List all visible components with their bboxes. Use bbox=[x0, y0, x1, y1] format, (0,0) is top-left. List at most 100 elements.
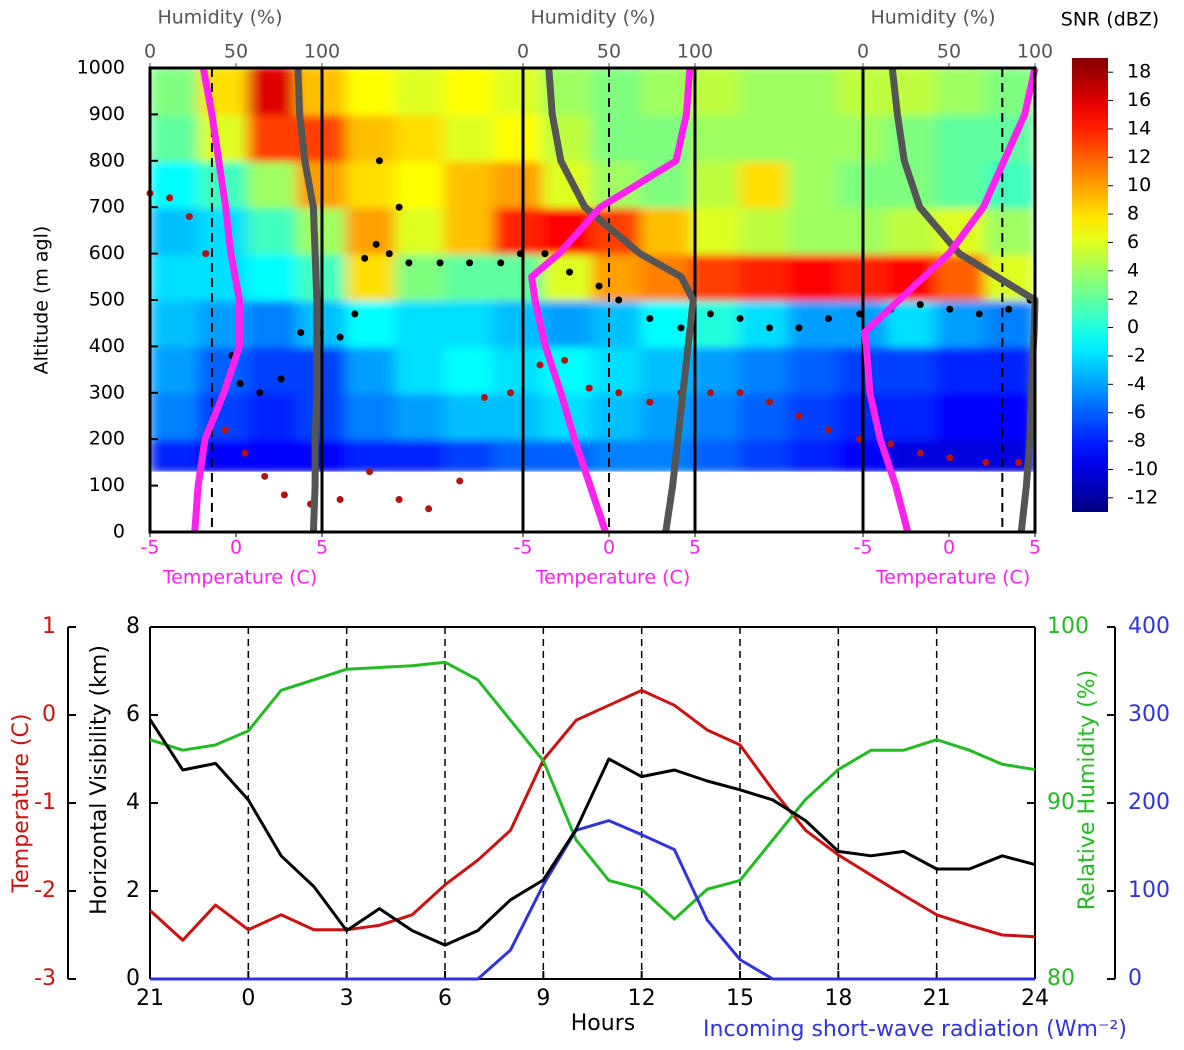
y-tick-label: 200 bbox=[89, 428, 125, 450]
scatter-point bbox=[766, 324, 773, 332]
temperature-tick-label: 5 bbox=[689, 537, 701, 559]
temperature-profile bbox=[861, 67, 1039, 533]
humidity-tick-label: 50 bbox=[224, 41, 248, 63]
y-tick-label: 900 bbox=[89, 103, 125, 125]
heatmap-cell bbox=[493, 438, 545, 472]
heatmap-cell bbox=[198, 113, 250, 162]
temperature-tick-label: -5 bbox=[854, 537, 873, 559]
y-tick-label: 700 bbox=[89, 196, 125, 218]
heatmap-cell bbox=[739, 299, 791, 348]
heatmap-cell bbox=[935, 345, 987, 394]
heatmap-cell bbox=[591, 68, 643, 116]
scatter-point bbox=[385, 250, 393, 258]
y4-tick-label: 400 bbox=[1128, 614, 1170, 639]
heatmap-cell bbox=[345, 391, 397, 441]
heatmap-cell bbox=[788, 345, 840, 394]
heatmap-cell bbox=[150, 391, 201, 441]
y-tick-label: 4 bbox=[126, 790, 140, 815]
y-tick-label: 400 bbox=[89, 335, 125, 357]
scatter-point bbox=[646, 398, 654, 406]
scatter-point bbox=[336, 496, 344, 504]
y2-axis-label: Relative Humidity (%) bbox=[1075, 670, 1100, 911]
scatter-point bbox=[466, 259, 474, 267]
heatmap-cell bbox=[935, 391, 987, 441]
heatmap-cell bbox=[247, 113, 299, 162]
humidity-label: Humidity (%) bbox=[157, 7, 282, 29]
scatter-point bbox=[336, 333, 344, 341]
scatter-point bbox=[395, 203, 403, 211]
y3-tick-label: 0 bbox=[42, 702, 56, 727]
x-tick-label: 9 bbox=[536, 986, 550, 1011]
heatmap-cell bbox=[640, 299, 692, 348]
heatmap-cell bbox=[150, 345, 201, 394]
scatter-point bbox=[982, 458, 990, 466]
scatter-point bbox=[497, 259, 505, 267]
heatmap-cell bbox=[788, 299, 840, 348]
scatter-point bbox=[795, 412, 803, 420]
heatmap-cell bbox=[345, 68, 397, 116]
scatter-point bbox=[615, 389, 623, 397]
colorbar-tick-label: -8 bbox=[1127, 430, 1146, 452]
heatmap-cell bbox=[739, 252, 791, 301]
y-tick-label: 300 bbox=[89, 381, 125, 403]
x-tick-label: 12 bbox=[628, 986, 656, 1011]
scatter-point bbox=[561, 356, 569, 364]
y-axis-label: Horizontal Visibility (km) bbox=[87, 645, 112, 915]
y3-axis-label: Temperature (C) bbox=[9, 714, 34, 894]
heatmap-cell bbox=[493, 113, 545, 162]
heatmap-cell bbox=[150, 159, 201, 209]
heatmap-cell bbox=[444, 206, 496, 255]
heatmap-cell bbox=[984, 206, 1035, 255]
heatmap-cell bbox=[689, 299, 741, 348]
heatmap-cell bbox=[788, 438, 840, 472]
y3-tick-label: -1 bbox=[34, 790, 56, 815]
heatmap-cell bbox=[739, 438, 791, 472]
heatmap-cell bbox=[739, 345, 791, 394]
scatter-point bbox=[566, 268, 574, 276]
temperature-label: Temperature (C) bbox=[162, 567, 318, 589]
heatmap-cell bbox=[640, 206, 692, 255]
heatmap-cell bbox=[591, 252, 643, 301]
scatter-point bbox=[202, 250, 210, 258]
heatmap-cell bbox=[247, 159, 299, 209]
series-line bbox=[148, 688, 1036, 942]
temperature-tick-label: -5 bbox=[141, 537, 160, 559]
heatmap-cell bbox=[689, 391, 741, 441]
humidity-label: Humidity (%) bbox=[530, 7, 655, 29]
scatter-point bbox=[595, 282, 603, 290]
scatter-point bbox=[366, 468, 374, 476]
y-tick-label: 100 bbox=[89, 474, 125, 496]
colorbar-tick-label: 0 bbox=[1127, 316, 1139, 338]
heatmap-cell bbox=[493, 159, 545, 209]
heatmap-cell bbox=[493, 391, 545, 441]
colorbar bbox=[1072, 58, 1108, 512]
scatter-point bbox=[221, 426, 229, 434]
series-line bbox=[150, 819, 1035, 981]
heatmap-cell bbox=[345, 345, 397, 394]
temperature-tick-label: -5 bbox=[514, 537, 533, 559]
temperature-label: Temperature (C) bbox=[875, 567, 1031, 589]
colorbar-tick-label: 6 bbox=[1127, 231, 1139, 253]
heatmap-cell bbox=[689, 252, 741, 301]
heatmap-cell bbox=[150, 68, 201, 116]
scatter-point bbox=[946, 305, 954, 313]
scatter-point bbox=[261, 472, 269, 480]
scatter-point bbox=[536, 361, 544, 369]
heatmap-cell bbox=[689, 68, 741, 116]
y-axis-label: Altitude (m agl) bbox=[31, 226, 53, 375]
humidity-tick-label: 0 bbox=[144, 41, 156, 63]
humidity-tick-label: 50 bbox=[597, 41, 621, 63]
y-tick-label: 600 bbox=[89, 242, 125, 264]
y3-tick-label: 1 bbox=[42, 614, 56, 639]
x-tick-label: 24 bbox=[1021, 986, 1049, 1011]
heatmap-cell bbox=[935, 68, 987, 116]
heatmap-cell bbox=[444, 159, 496, 209]
heatmap-cell bbox=[150, 206, 201, 255]
temperature-label: Temperature (C) bbox=[535, 567, 691, 589]
colorbar-tick-label: 14 bbox=[1127, 117, 1151, 139]
y2-tick-label: 90 bbox=[1047, 790, 1075, 815]
heatmap-cell bbox=[935, 299, 987, 348]
scatter-point bbox=[825, 315, 832, 323]
colorbar-tick-label: 4 bbox=[1127, 259, 1139, 281]
